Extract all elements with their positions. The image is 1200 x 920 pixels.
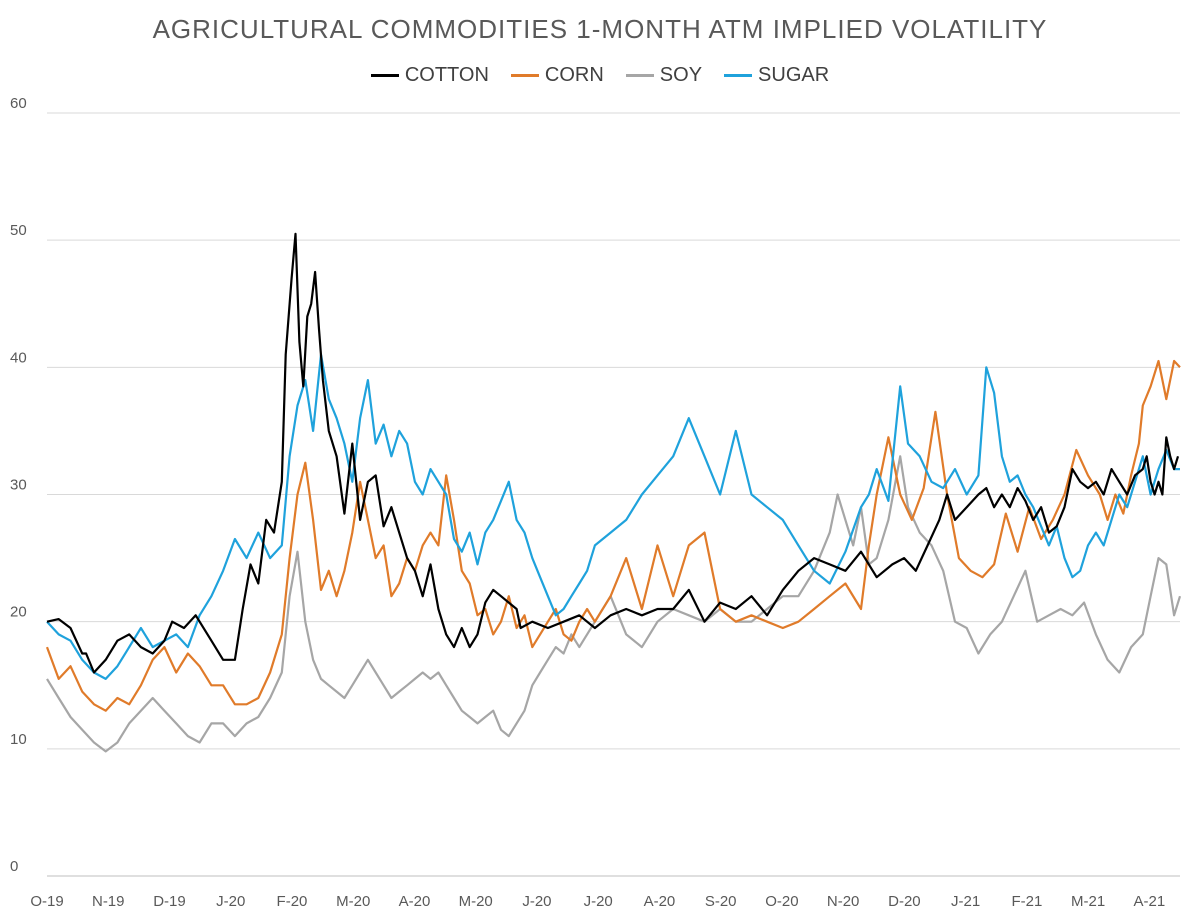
x-tick-label: O-20 <box>765 893 798 910</box>
legend-swatch <box>370 74 399 77</box>
series-line-soy <box>46 455 1182 753</box>
legend-item-cotton: COTTON <box>370 64 489 87</box>
x-tick-label: A-20 <box>644 893 676 910</box>
y-tick-label: 40 <box>10 349 27 366</box>
x-tick-label: F-21 <box>1011 893 1042 910</box>
y-tick-label: 10 <box>10 731 27 748</box>
x-tick-label: F-20 <box>277 893 308 910</box>
y-tick-label: 0 <box>10 858 18 875</box>
x-tick-label: S-20 <box>705 893 737 910</box>
x-tick-label: M-20 <box>336 893 370 910</box>
x-tick-label: J-20 <box>584 893 613 910</box>
legend-swatch <box>625 74 654 77</box>
series-line-cotton <box>46 232 1180 674</box>
chart-title: AGRICULTURAL COMMODITIES 1-MONTH ATM IMP… <box>152 14 1048 44</box>
legend-label: SOY <box>659 64 703 86</box>
x-tick-label: O-19 <box>30 893 63 910</box>
series-line-corn <box>45 359 1181 712</box>
legend-item-corn: CORN <box>510 64 604 87</box>
y-tick-label: 50 <box>10 222 27 239</box>
legend-swatch <box>510 74 539 77</box>
x-tick-label: D-19 <box>153 893 186 910</box>
x-tick-label: J-20 <box>522 893 551 910</box>
x-tick-label: M-21 <box>1071 893 1105 910</box>
y-tick-label: 30 <box>10 477 27 494</box>
legend-item-soy: SOY <box>625 64 703 87</box>
y-tick-label: 20 <box>10 604 27 621</box>
x-tick-label: J-21 <box>951 893 980 910</box>
x-tick-label: N-19 <box>92 893 125 910</box>
x-tick-label: N-20 <box>827 893 860 910</box>
legend-label: CORN <box>544 64 604 86</box>
x-tick-label: A-21 <box>1134 893 1166 910</box>
y-tick-label: 60 <box>10 95 27 112</box>
legend: COTTON CORN SOY SUGAR <box>0 64 1200 87</box>
legend-item-sugar: SUGAR <box>724 64 829 87</box>
series-line-sugar <box>46 353 1180 680</box>
legend-swatch <box>724 74 753 77</box>
legend-label: SUGAR <box>758 64 830 86</box>
x-tick-label: M-20 <box>459 893 493 910</box>
x-tick-label: D-20 <box>888 893 921 910</box>
x-tick-label: J-20 <box>216 893 245 910</box>
x-tick-label: A-20 <box>399 893 431 910</box>
legend-label: COTTON <box>404 64 489 86</box>
